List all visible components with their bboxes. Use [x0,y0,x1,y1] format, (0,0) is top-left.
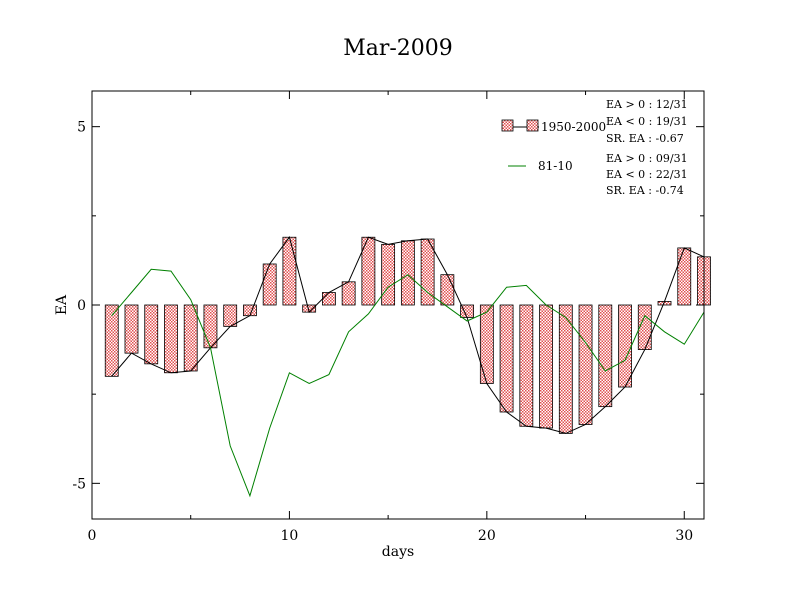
bar-day-26 [598,304,613,408]
y-axis-label: EA [54,294,70,315]
bar-day-21 [499,304,514,413]
bar-day-9 [262,263,277,306]
bar-day-12 [322,292,336,306]
legend: 1950-2000 81-10 [501,119,606,173]
stats-block-81-10: EA > 0 : 09/31 EA < 0 : 22/31 SR. EA : -… [606,152,688,197]
x-tick-label: 0 [88,528,97,544]
bar-day-20 [479,304,494,384]
x-axis-label: days [382,544,414,560]
bar-day-6 [203,304,218,349]
x-tick-label: 20 [478,528,496,544]
y-tick-label: 5 [77,120,86,136]
x-tick-label: 10 [281,528,299,544]
y-tick-label: -5 [72,476,86,492]
line-series-81-10 [111,268,705,498]
bar-day-22 [519,304,534,427]
legend-label-bars: 1950-2000 [541,120,606,134]
bar-day-8 [243,304,257,317]
bar-day-18 [440,274,455,306]
axis-ticks: 0 10 20 30 -5 0 5 [72,91,704,544]
stat-line: EA < 0 : 22/31 [606,168,688,181]
bar-day-4 [164,304,178,374]
legend-item-line: 81-10 [508,159,573,173]
bar-series [104,236,711,434]
legend-bar-swatch-2 [526,119,539,132]
chart-title: Mar-2009 [343,36,453,61]
legend-bar-swatch-1 [501,119,514,132]
x-tick-label: 30 [675,528,693,544]
bar-day-30 [677,247,692,306]
stat-line: SR. EA : -0.67 [606,132,684,145]
bar-day-16 [400,240,415,306]
bar-day-10 [282,236,297,306]
stat-line: SR. EA : -0.74 [606,184,684,197]
bar-day-5 [183,304,198,372]
stat-line: EA > 0 : 12/31 [606,98,688,111]
line-series [111,268,705,498]
legend-item-bars: 1950-2000 [501,119,606,134]
stats-block-1950-2000: EA > 0 : 12/31 EA < 0 : 19/31 SR. EA : -… [606,98,688,145]
legend-label-line: 81-10 [538,159,573,173]
bar-day-27 [618,304,632,388]
bar-day-2 [124,304,139,354]
bar-day-28 [637,304,652,350]
stat-line: EA < 0 : 19/31 [606,115,688,128]
bar-day-15 [381,243,396,306]
stat-line: EA > 0 : 09/31 [606,152,688,165]
y-tick-label: 0 [77,298,86,314]
bar-day-17 [420,238,435,306]
bar-day-7 [223,304,238,327]
bar-day-24 [558,304,573,434]
bar-day-23 [539,304,553,429]
bar-day-25 [578,304,593,425]
bar-day-13 [341,281,356,306]
bar-day-3 [144,304,159,365]
